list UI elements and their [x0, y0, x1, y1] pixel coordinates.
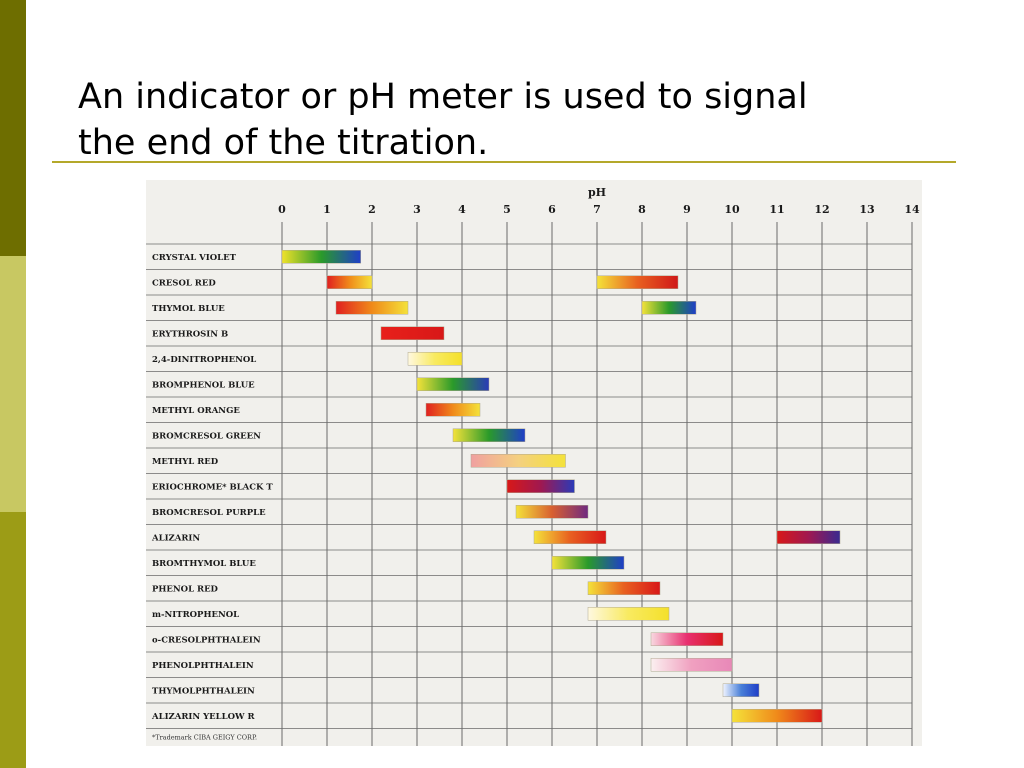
indicator-range-bar [596, 275, 679, 289]
indicator-label: CRYSTAL VIOLET [152, 253, 237, 263]
x-tick-label: 5 [503, 203, 511, 216]
indicator-range-bar [407, 352, 463, 366]
grid [146, 222, 913, 746]
indicator-chart: 0 1 2 3 4 5 6 7 8 9 10 11 12 13 14 pH CRYSTAL VIOLET CRES… [146, 180, 922, 746]
indicator-label: PHENOL RED [152, 584, 219, 594]
indicator-label: METHYL RED [152, 457, 219, 467]
x-tick-label: 0 [278, 203, 286, 216]
x-tick-label: 12 [814, 203, 829, 216]
indicator-label: BROMCRESOL PURPLE [152, 508, 266, 518]
indicator-label: THYMOLPHTHALEIN [152, 686, 255, 696]
indicator-label: METHYL ORANGE [152, 406, 240, 416]
indicator-range-bar [776, 530, 841, 544]
indicator-label: PHENOLPHTHALEIN [152, 661, 254, 671]
x-tick-label: 8 [638, 203, 646, 216]
x-tick-label: 2 [368, 203, 376, 216]
indicator-label: BROMPHENOL BLUE [152, 380, 255, 390]
title-rule [52, 161, 956, 163]
indicator-label: BROMTHYMOL BLUE [152, 559, 256, 569]
indicator-range-bar [650, 658, 733, 672]
indicator-range-bar [551, 556, 625, 570]
indicator-range-bar [335, 301, 409, 315]
sidebar-band-middle [0, 256, 26, 512]
indicator-range-bar [281, 250, 361, 264]
indicator-label: ALIZARIN YELLOW R [151, 712, 256, 722]
indicator-label: ERIOCHROME* BLACK T [152, 482, 273, 492]
x-tick-label: 13 [859, 203, 874, 216]
indicator-range-bar [731, 709, 823, 723]
x-tick-label: 9 [683, 203, 691, 216]
indicator-label: o-CRESOLPHTHALEIN [152, 635, 261, 645]
indicator-range-bar [587, 581, 661, 595]
indicator-range-bar [506, 479, 575, 493]
x-tick-label: 10 [724, 203, 740, 216]
x-axis-title: pH [588, 186, 606, 199]
indicator-range-bar [425, 403, 481, 417]
x-tick-label: 4 [458, 203, 466, 216]
trademark-footnote: *Trademark CIBA GEIGY CORP. [152, 734, 257, 742]
indicator-label: CRESOL RED [152, 278, 216, 288]
sidebar-band-top [0, 0, 26, 256]
indicator-label: ALIZARIN [151, 533, 200, 543]
x-tick-label: 6 [548, 203, 556, 216]
x-tick-label: 7 [593, 203, 601, 216]
indicator-label: ERYTHROSIN B [152, 329, 228, 339]
x-tick-label: 11 [769, 203, 784, 216]
indicator-range-bar [470, 454, 566, 468]
indicator-range-bar [533, 530, 607, 544]
indicator-label: m-NITROPHENOL [152, 610, 239, 620]
indicator-range-bar [722, 683, 760, 697]
x-tick-labels: 0 1 2 3 4 5 6 7 8 9 10 11 12 13 14 [278, 203, 920, 216]
indicator-label: THYMOL BLUE [152, 304, 225, 314]
indicator-label: 2,4-DINITROPHENOL [152, 355, 256, 365]
slide-title: An indicator or pH meter is used to sign… [78, 77, 808, 163]
indicator-range-bar [650, 632, 724, 646]
indicator-range-bar [515, 505, 589, 519]
indicator-range-bar [380, 326, 445, 340]
indicator-range-bar [587, 607, 670, 621]
indicator-range-bar [452, 428, 526, 442]
x-tick-label: 1 [323, 203, 331, 216]
indicator-range-bar [641, 301, 697, 315]
indicator-rows: CRYSTAL VIOLET CRESOL RED THYMOL BLUE ERYTH… [151, 250, 841, 723]
x-tick-label: 14 [904, 203, 920, 216]
indicator-range-bar [326, 275, 373, 289]
x-tick-label: 3 [413, 203, 421, 216]
indicator-label: BROMCRESOL GREEN [152, 431, 261, 441]
indicator-range-bar [416, 377, 490, 391]
sidebar-band-bottom [0, 512, 26, 768]
